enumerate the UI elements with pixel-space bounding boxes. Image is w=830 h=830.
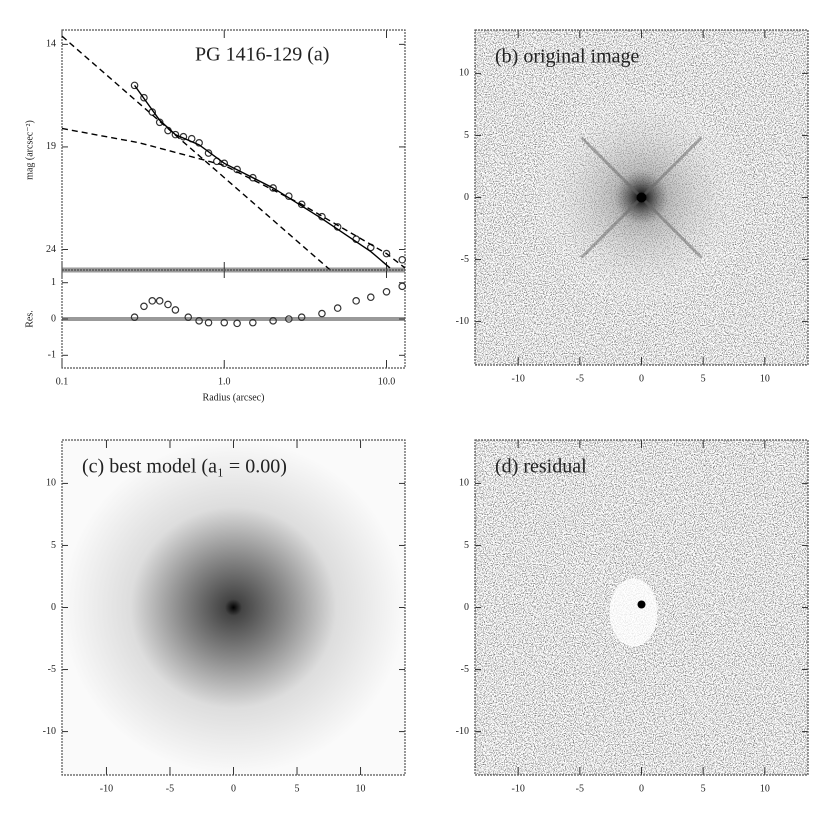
y-tick-label: 10 <box>459 478 469 489</box>
image-bg <box>62 440 405 775</box>
y-tick-label: -10 <box>456 726 469 737</box>
psf-spike <box>640 136 703 199</box>
x-tick-label: 10.0 <box>378 376 396 387</box>
data-point <box>352 297 360 305</box>
x-tick-label: -10 <box>100 783 113 794</box>
panel-title: (b) original image <box>495 46 640 68</box>
data-point <box>164 300 172 309</box>
y-tick-label: 24 <box>46 244 56 255</box>
data-point <box>130 313 139 321</box>
data-point <box>130 81 139 90</box>
y-tick-label: 0 <box>464 192 469 203</box>
data-point <box>398 255 407 264</box>
frame <box>61 439 406 776</box>
x-tick-label: 5 <box>295 783 300 794</box>
data-point <box>155 297 164 305</box>
y-tick-label: 5 <box>51 540 56 551</box>
y-tick-label: 14 <box>46 39 56 50</box>
y-tick-label: 0 <box>464 602 469 613</box>
model-line <box>133 84 391 269</box>
y-tick-label: -5 <box>461 254 469 265</box>
x-tick-label: -5 <box>576 783 584 794</box>
y-tick-label: 5 <box>464 130 469 141</box>
panel-title: (d) residual <box>495 456 587 478</box>
y-tick-label: -10 <box>456 316 469 327</box>
data-point <box>318 309 326 318</box>
residual-core <box>637 600 646 609</box>
frame <box>474 29 809 366</box>
x-tick-label: 0 <box>639 373 644 384</box>
y-tick-label: -5 <box>461 664 469 675</box>
data-point <box>233 319 241 328</box>
data-point <box>297 313 306 321</box>
y-tick-label: 0 <box>51 602 56 613</box>
y-tick-label: -5 <box>48 664 56 675</box>
x-tick-label: 0 <box>231 783 236 794</box>
data-point <box>233 165 241 174</box>
y-tick-label: 10 <box>459 68 469 79</box>
x-tick-label: 10 <box>760 373 770 384</box>
x-tick-label: 1.0 <box>218 376 231 387</box>
data-point <box>398 282 407 291</box>
x-tick-label: 5 <box>701 783 706 794</box>
data-point <box>333 304 342 312</box>
data-point <box>220 318 229 327</box>
y-tick-label: 19 <box>46 141 56 152</box>
y-tick-label: 1 <box>51 277 56 288</box>
panel-title: PG 1416-129 (a) <box>195 44 329 66</box>
data-point <box>382 249 391 258</box>
psf-spike <box>580 196 643 259</box>
x-tick-label: 0.1 <box>56 376 69 387</box>
residual-halo <box>609 578 658 647</box>
y-axis-label: mag (arcsec⁻²) <box>24 120 35 180</box>
y-tick-label: 5 <box>464 540 469 551</box>
panel-title: (c) best model (a₁ = 0.00) <box>82 456 287 478</box>
x-tick-label: 10 <box>760 783 770 794</box>
x-tick-label: 10 <box>356 783 366 794</box>
y-tick-label: 0 <box>51 313 56 324</box>
data-point <box>171 130 180 139</box>
data-point <box>366 293 375 302</box>
data-point <box>140 93 148 102</box>
x-tick-label: -10 <box>511 783 524 794</box>
data-point <box>220 159 229 168</box>
data-point <box>269 184 277 192</box>
x-tick-label: 5 <box>701 373 706 384</box>
data-point <box>249 318 257 327</box>
y-tick-label: -10 <box>43 726 56 737</box>
model-line <box>61 35 331 271</box>
data-point <box>171 306 180 314</box>
frame <box>61 269 406 369</box>
data-point <box>184 313 193 321</box>
x-tick-label: 0 <box>639 783 644 794</box>
data-point <box>195 317 203 325</box>
y-tick-label: 10 <box>46 478 56 489</box>
model-line <box>61 127 406 269</box>
psf-spike <box>640 196 703 259</box>
data-point <box>382 287 391 296</box>
x-tick-label: -10 <box>511 373 524 384</box>
frame <box>474 439 809 776</box>
data-point <box>204 318 213 327</box>
y-axis-label: Res. <box>24 310 35 328</box>
source-core <box>636 192 647 203</box>
y-tick-label: -1 <box>48 350 56 361</box>
data-point <box>204 149 213 157</box>
psf-spike <box>580 136 643 199</box>
x-axis-label: Radius (arcsec) <box>203 392 265 403</box>
data-point <box>285 315 293 323</box>
x-tick-label: -5 <box>576 373 584 384</box>
data-point <box>269 317 277 325</box>
x-tick-label: -5 <box>166 783 174 794</box>
data-point <box>140 302 148 311</box>
data-point <box>148 297 157 305</box>
